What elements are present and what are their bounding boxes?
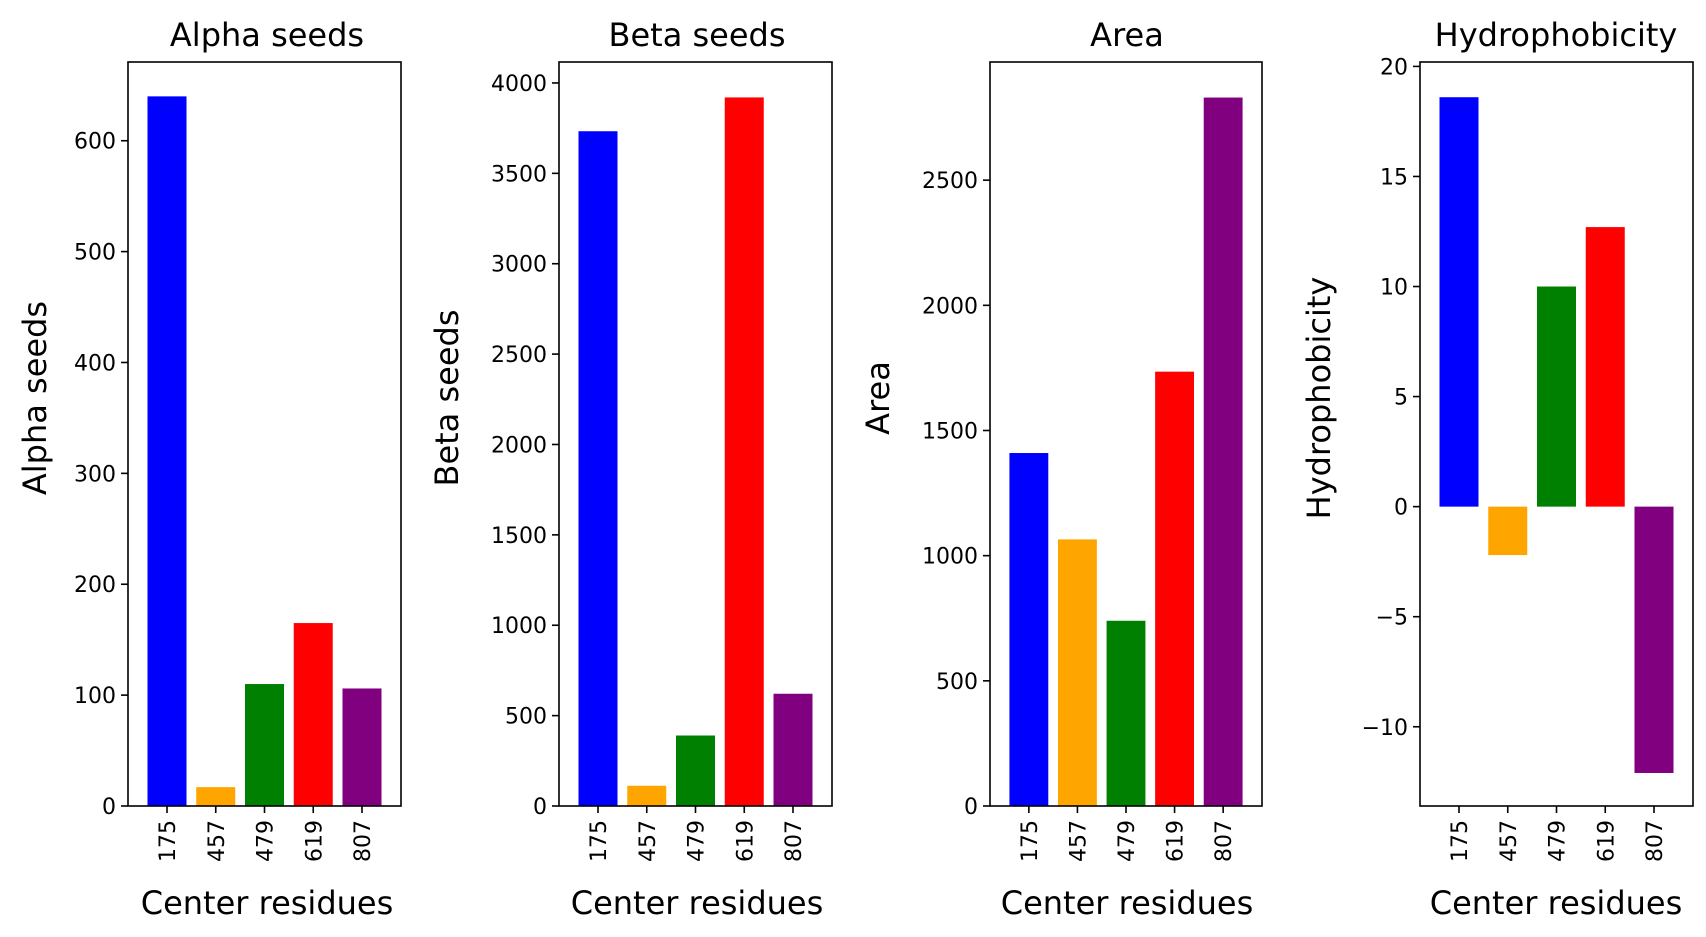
x-tick-label: 175 (587, 820, 612, 862)
y-tick-label: 1500 (491, 524, 547, 549)
x-tick-label: 479 (254, 820, 279, 862)
bar-457 (627, 785, 667, 806)
y-axis-label: Beta seeds (428, 310, 466, 487)
x-tick-label: 457 (205, 820, 230, 862)
bar-619 (1155, 371, 1194, 806)
panel-title: Hydrophobicity (1435, 16, 1678, 54)
y-tick-label: 1500 (922, 419, 978, 444)
bar-175 (578, 131, 618, 806)
x-tick-label: 175 (156, 820, 181, 862)
panel-beta-seeds: Beta seeds Beta seeds Center residues 0 5… (428, 16, 833, 922)
x-tick-label: 175 (1018, 820, 1043, 862)
y-tick-label: 600 (74, 130, 116, 155)
x-axis-label: Center residues (141, 884, 394, 922)
x-axis-label: Center residues (1001, 884, 1254, 922)
bar-457 (1058, 539, 1097, 806)
bar-807 (1203, 97, 1243, 806)
x-tick-label: 807 (782, 820, 807, 862)
y-tick-label: 2000 (491, 433, 547, 458)
panel-alpha-seeds: Alpha seeds Alpha seeds Center residues … (16, 16, 402, 922)
bar-457 (1488, 506, 1528, 556)
x-tick-label: 807 (1643, 820, 1668, 862)
panel-title: Beta seeds (609, 16, 786, 54)
y-tick-label: 500 (74, 241, 116, 266)
bar-807 (773, 693, 813, 806)
y-tick-label: 20 (1380, 55, 1408, 80)
x-tick-label: 479 (685, 820, 710, 862)
y-tick-label: 2500 (491, 343, 547, 368)
bar-619 (724, 97, 764, 806)
x-tick-label: 457 (1497, 820, 1522, 862)
y-tick-label: 400 (74, 351, 116, 376)
bar-807 (342, 688, 382, 806)
bar-175 (147, 96, 187, 807)
y-tick-label: 3500 (491, 162, 547, 187)
y-tick-label: −5 (1376, 606, 1408, 631)
y-axis-label: Hydrophobicity (1300, 277, 1338, 520)
panel-area: Area Area Center residues 0 500 1000 1500 20… (859, 16, 1263, 922)
bar-479 (245, 684, 284, 806)
y-tick-label: 4000 (491, 72, 547, 97)
panel-marks: 0 500 1000 1500 2000 2500 175 457 479 619 807 (922, 61, 1263, 862)
bar-479 (1537, 286, 1576, 507)
x-axis-label: Center residues (1430, 884, 1683, 922)
y-axis-label: Area (859, 361, 897, 435)
x-tick-label: 457 (636, 820, 661, 862)
x-tick-label: 619 (302, 820, 327, 862)
x-tick-label: 807 (351, 820, 376, 862)
y-tick-label: 500 (505, 705, 547, 730)
panel-hydrophobicity: Hydrophobicity Hydrophobicity Center res… (1300, 16, 1694, 922)
panel-marks: 0 500 1000 1500 2000 2500 3000 3500 4000 175 457 47… (491, 61, 833, 862)
y-axis-label: Alpha seeds (16, 301, 54, 495)
y-tick-label: 0 (1394, 496, 1408, 521)
x-tick-label: 619 (1594, 820, 1619, 862)
y-tick-label: 0 (964, 795, 978, 820)
y-tick-label: 10 (1380, 276, 1408, 301)
y-tick-label: −10 (1362, 716, 1408, 741)
y-tick-label: 0 (533, 795, 547, 820)
y-tick-label: 0 (102, 795, 116, 820)
y-tick-label: 2000 (922, 294, 978, 319)
y-tick-label: 1000 (922, 545, 978, 570)
y-tick-label: 5 (1394, 386, 1408, 411)
panel-marks: 0 100 200 300 400 500 600 175 457 479 619 807 (74, 61, 402, 862)
bar-479 (676, 735, 715, 806)
x-tick-label: 479 (1546, 820, 1571, 862)
y-tick-label: 500 (936, 670, 978, 695)
panel-title: Alpha seeds (170, 16, 364, 54)
x-tick-label: 175 (1448, 820, 1473, 862)
x-tick-label: 479 (1115, 820, 1140, 862)
y-tick-label: 200 (74, 573, 116, 598)
bar-457 (196, 787, 236, 806)
x-tick-label: 619 (733, 820, 758, 862)
y-tick-label: 300 (74, 462, 116, 487)
bar-619 (1585, 227, 1625, 507)
y-tick-label: 1000 (491, 614, 547, 639)
bar-619 (293, 623, 333, 806)
y-tick-label: 15 (1380, 165, 1408, 190)
panel-title: Area (1090, 16, 1164, 54)
bar-175 (1009, 453, 1049, 806)
panel-marks: −10 −5 0 5 10 15 20 175 457 479 619 807 (1362, 55, 1694, 862)
y-tick-label: 3000 (491, 253, 547, 278)
y-tick-label: 2500 (922, 169, 978, 194)
x-tick-label: 619 (1164, 820, 1189, 862)
x-axis-label: Center residues (571, 884, 824, 922)
bar-479 (1106, 620, 1146, 806)
bar-175 (1439, 97, 1479, 507)
y-tick-label: 100 (74, 684, 116, 709)
x-tick-label: 457 (1066, 820, 1091, 862)
bar-807 (1634, 506, 1674, 773)
x-tick-label: 807 (1212, 820, 1237, 862)
